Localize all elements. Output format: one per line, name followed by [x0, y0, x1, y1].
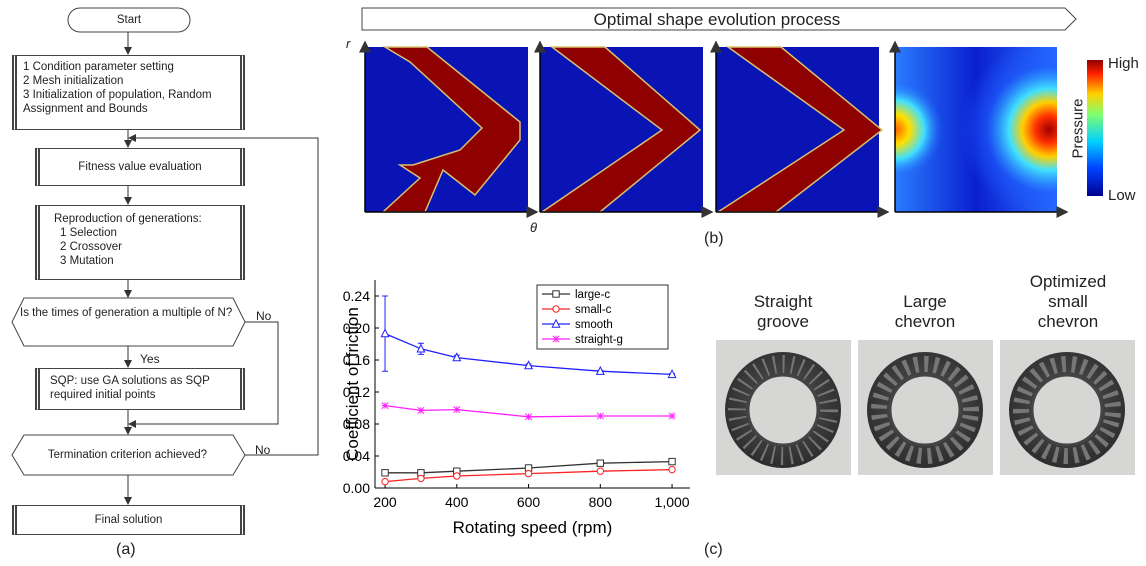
decision-shape — [11, 434, 246, 476]
seal-grooves — [871, 356, 979, 464]
y-tick-label: 0.24 — [343, 288, 370, 304]
series-line — [385, 460, 673, 474]
node-line: 2 Crossover — [60, 241, 122, 253]
legend-marker — [552, 335, 560, 343]
data-point — [668, 457, 676, 466]
legend-label: straight-g — [575, 334, 623, 346]
y-tick-label: 0.00 — [343, 480, 370, 496]
legend-marker — [552, 305, 560, 313]
final-node: Final solution — [12, 505, 245, 535]
node-line: Reproduction of generations: — [54, 213, 202, 225]
x-tick-label: 200 — [373, 494, 397, 510]
colorbar-high: High — [1108, 55, 1139, 72]
legend-marker — [551, 318, 561, 328]
axis-label: r — [346, 36, 351, 51]
data-point — [668, 465, 676, 474]
fitness-node: Fitness value evaluation — [35, 148, 245, 186]
data-point — [417, 406, 425, 414]
legend-label: small-c — [575, 304, 612, 316]
x-tick-label: 1,000 — [655, 494, 690, 510]
node-line: 3 Initialization of population, Random A… — [23, 89, 212, 115]
panel-label: (b) — [704, 230, 724, 247]
y-tick-label: 0.08 — [343, 416, 370, 432]
data-point — [667, 369, 677, 379]
data-point — [596, 459, 605, 467]
pressure-hot — [895, 47, 1057, 212]
data-point — [595, 365, 605, 375]
decision-shape — [11, 297, 246, 347]
panel-title: Optimal shape evolution process — [593, 10, 841, 29]
colorbar-label: Pressure — [1069, 98, 1087, 159]
seal-inner — [888, 373, 962, 447]
flow-arrows — [124, 32, 319, 505]
data-point — [453, 406, 461, 414]
y-tick-label: 0.12 — [343, 384, 370, 400]
decision-node: Is the times of generation a multiple of… — [20, 307, 233, 319]
data-point — [416, 343, 426, 353]
node-line: 2 Mesh initialization — [23, 75, 124, 87]
colorbar — [1087, 60, 1103, 196]
edge-label: No — [256, 309, 272, 323]
series-line — [384, 468, 673, 483]
seal-grooves — [728, 355, 838, 465]
panel-label: (a) — [116, 541, 136, 558]
y-tick-label: 0.16 — [343, 352, 370, 368]
process-banner — [361, 7, 1077, 31]
photo-caption: Optimized small chevron — [1029, 272, 1107, 331]
edge-label: Yes — [140, 352, 160, 366]
legend-label: large-c — [575, 289, 610, 301]
x-tick-label: 400 — [445, 494, 469, 510]
data-point — [525, 413, 533, 421]
data-point — [381, 477, 389, 486]
series-line — [384, 333, 673, 376]
colorbar-low: Low — [1108, 187, 1136, 204]
decision-node: Termination criterion achieved? — [47, 449, 208, 461]
photo-caption: Large chevron — [894, 292, 956, 331]
data-point — [524, 469, 533, 478]
data-point — [596, 467, 605, 475]
data-point — [417, 474, 425, 483]
seal-inner — [746, 373, 820, 447]
x-tick-label: 600 — [517, 494, 541, 510]
legend-label: smooth — [575, 319, 613, 331]
data-point — [596, 412, 604, 420]
axis-label: θ — [530, 220, 538, 235]
data-point — [381, 469, 389, 477]
panel-label: (c) — [704, 541, 723, 558]
data-point — [381, 402, 389, 410]
node-line: 1 Selection — [60, 227, 117, 239]
sqp-node: SQP: use GA solutions as SQP required in… — [35, 368, 245, 410]
edge-label: No — [255, 443, 271, 457]
y-axis-label: Coefficient of friction — [343, 307, 362, 461]
x-tick-label: 800 — [589, 494, 613, 510]
seal-hole — [890, 375, 960, 445]
legend-marker — [552, 290, 560, 298]
seal-grooves — [1013, 356, 1121, 464]
start-shape — [67, 7, 191, 33]
photo-caption: Straight groove — [753, 292, 813, 331]
init-node: 1 Condition parameter setting 2 Mesh ini… — [12, 55, 245, 130]
data-point — [453, 472, 461, 480]
seal-inner — [1030, 373, 1104, 447]
node-line: 1 Condition parameter setting — [23, 61, 174, 73]
y-tick-label: 0.20 — [343, 320, 370, 336]
x-axis-label: Rotating speed (rpm) — [453, 518, 613, 537]
data-point — [668, 412, 676, 420]
data-point — [452, 352, 462, 362]
reproduction-node: Reproduction of generations: 1 Selection… — [35, 205, 245, 280]
data-point — [380, 328, 390, 338]
series-line — [384, 404, 673, 418]
start-node: Start — [116, 14, 142, 26]
node-line: 3 Mutation — [60, 255, 114, 267]
data-point — [524, 360, 534, 370]
y-tick-label: 0.04 — [343, 448, 370, 464]
seal-hole — [1032, 375, 1102, 445]
seal-hole — [748, 375, 818, 445]
